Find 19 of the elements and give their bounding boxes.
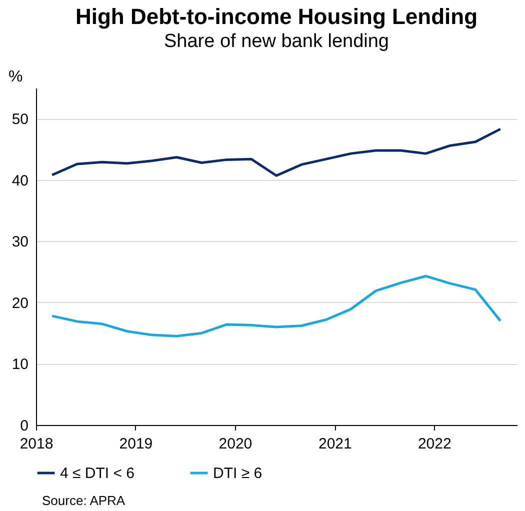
chart-title: High Debt-to-income Housing Lending xyxy=(75,4,478,29)
y-tick-label: 40 xyxy=(12,172,28,190)
y-tick-label: 50 xyxy=(12,111,28,128)
x-tick-label: 2022 xyxy=(418,436,452,452)
y-tick-label: 0 xyxy=(20,418,28,434)
legend-label: DTI ≥ 6 xyxy=(213,465,262,482)
source-note: Source: APRA xyxy=(42,493,126,508)
y-tick-label: 30 xyxy=(12,234,28,251)
x-tick-label: 2018 xyxy=(20,436,54,452)
legend-label: 4 ≤ DTI < 6 xyxy=(60,465,135,482)
chart-subtitle: Share of new bank lending xyxy=(164,31,389,52)
x-tick-label: 2019 xyxy=(119,436,153,452)
y-tick-label: 20 xyxy=(12,294,28,312)
line-series xyxy=(50,128,502,177)
x-tick-label: 2021 xyxy=(318,436,352,452)
line-series xyxy=(50,274,502,338)
x-tick-label: 2020 xyxy=(218,436,252,452)
y-tick-label: 10 xyxy=(12,356,28,374)
y-axis-title: % xyxy=(8,68,23,86)
